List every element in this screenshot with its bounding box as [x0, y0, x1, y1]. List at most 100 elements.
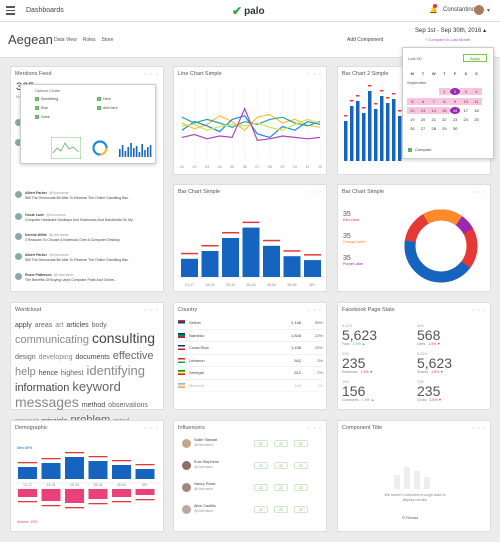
cloud-word[interactable]: messages [15, 394, 79, 410]
day-cell[interactable]: 20 [420, 117, 426, 123]
day-cell[interactable]: 8 [439, 97, 450, 105]
day-cell[interactable]: 10 [460, 97, 472, 105]
day-cell[interactable]: 25 [474, 117, 479, 123]
day-cell[interactable]: 29 [442, 126, 447, 132]
cloud-word[interactable]: art [55, 322, 64, 329]
option-else[interactable]: ✓ Else [35, 106, 48, 111]
feed-item[interactable]: Albert Parker @Username Will The Democrats… [15, 191, 155, 200]
day-cell[interactable]: 23 [452, 117, 458, 123]
cloud-word[interactable]: information [15, 382, 70, 394]
day-cell[interactable]: 1 [439, 88, 450, 96]
tab-data-view[interactable]: Data View [54, 37, 77, 43]
day-cell[interactable]: 5 [407, 97, 418, 105]
table-row[interactable]: Namibia 1,848 23% [178, 330, 323, 342]
influencer-row[interactable]: Sallie Stewart @Username 22 22 22 [178, 437, 323, 451]
cloud-word[interactable]: identifying [86, 363, 145, 378]
card-controls[interactable]: ○ ○ ○ [144, 425, 159, 430]
day-cell[interactable]: 21 [431, 117, 436, 123]
option-goes[interactable]: ✓ Goes [35, 115, 50, 120]
day-cell[interactable]: 19 [410, 117, 415, 123]
option-something[interactable]: ✓ Something [35, 97, 58, 102]
avatar [15, 191, 22, 198]
day-cell[interactable]: 17 [463, 107, 468, 113]
cloud-word[interactable]: articles [66, 322, 89, 329]
card-controls[interactable]: ○ ○ ○ [144, 71, 159, 76]
day-cell[interactable]: 3 [460, 88, 472, 96]
cloud-word[interactable]: effective [112, 350, 154, 362]
day-cell[interactable]: 24 [463, 117, 468, 123]
card-controls[interactable]: ○ ○ ○ [307, 189, 322, 194]
day-cell[interactable]: 15 [439, 106, 450, 114]
apply-button[interactable]: Apply [463, 54, 487, 62]
tab-store[interactable]: Store [101, 37, 114, 43]
cloud-word[interactable]: design [15, 354, 36, 361]
cloud-word[interactable]: method [81, 402, 106, 409]
compare-checkbox[interactable]: Compare [408, 147, 431, 152]
option-here[interactable]: ✓ Here [97, 97, 111, 102]
feed-item[interactable]: Rosie Patterson @Username The Benefits Of … [15, 273, 155, 282]
day-cell[interactable]: 11 [471, 97, 482, 105]
menu-icon[interactable] [6, 6, 15, 15]
day-cell[interactable]: 2 [449, 88, 461, 96]
cloud-word[interactable]: communicating [15, 334, 89, 346]
stat-cell: 156 156 Comments 1.5% ▲ [342, 379, 412, 402]
influencer-row[interactable]: Nancy Rowe @Username 22 22 22 [178, 481, 323, 495]
card-controls[interactable]: ○ ○ ○ [307, 71, 322, 76]
influencer-row[interactable]: Alice Castillo @Username 22 22 22 [178, 503, 323, 517]
day-cell[interactable]: 27 [420, 126, 426, 132]
cloud-word[interactable]: observations [108, 402, 148, 409]
feed-item[interactable]: Albert Parker @Username Will The Democrats… [15, 253, 155, 262]
table-row[interactable]: Serbia 2,148 55% [178, 317, 323, 330]
influencer-row[interactable]: Eula Stephens @Username 22 22 22 [178, 459, 323, 473]
cloud-word[interactable]: apply [15, 322, 32, 329]
cloud-word[interactable]: hence [38, 370, 58, 377]
bell-icon[interactable]: 🔔 [429, 4, 438, 14]
date-range-button[interactable]: Sep 1st - Sep 30th, 2016 ▴ [415, 27, 486, 34]
date-range-label: Sep 1st - Sep 30th, 2016 [415, 28, 482, 34]
day-cell[interactable]: 22 [442, 117, 447, 123]
cloud-word[interactable]: keyword [72, 379, 121, 394]
tab-roles[interactable]: Roles [82, 37, 96, 43]
country-card: Country ○ ○ ○ Serbia 2,148 55% Namibia 1,848… [173, 302, 327, 410]
cloud-word[interactable]: help [15, 366, 36, 378]
card-controls[interactable]: ○ ○ ○ [307, 425, 322, 430]
cloud-word[interactable]: developing [38, 354, 73, 361]
avatar[interactable] [474, 5, 484, 15]
day-cell[interactable]: 12 [407, 106, 418, 114]
day-cell[interactable]: 26 [410, 126, 415, 132]
day-cell[interactable]: 7 [428, 97, 440, 105]
cloud-word[interactable]: areas [34, 322, 53, 329]
add-component-button[interactable]: Add Component [347, 37, 384, 43]
feed-item[interactable]: Dennis Willis @Username 3 Reasons To Choos… [15, 233, 155, 242]
compare-hint[interactable]: + Compare to Last Month [425, 37, 471, 42]
day-cell[interactable]: 28 [431, 126, 436, 132]
day-cell[interactable]: 14 [428, 106, 440, 114]
day-cell[interactable]: 18 [474, 107, 479, 113]
nav-dashboards[interactable]: Dashboards [26, 7, 64, 14]
table-row[interactable]: Costa Rica 1,438 25% [178, 342, 323, 355]
day-cell[interactable]: 13 [417, 106, 429, 114]
table-row[interactable]: Moldova 148 1% [178, 380, 323, 392]
reload-button[interactable]: ⟳ Reload [402, 515, 418, 520]
chevron-down-icon[interactable]: ▾ [487, 8, 491, 14]
day-cell[interactable]: 16 [449, 106, 461, 114]
card-controls[interactable]: ○ ○ ○ [471, 307, 486, 312]
day-cell[interactable]: 30 [452, 126, 458, 132]
table-row[interactable]: Lebanon 542 3% [178, 355, 323, 367]
cloud-word[interactable]: body [91, 322, 107, 329]
range-preset[interactable]: Last 6D [408, 56, 422, 61]
feed-item[interactable]: Oscar Lane @Username Computer Hardware Des… [15, 213, 155, 222]
cloud-word[interactable]: consulting [91, 330, 156, 346]
card-controls[interactable]: ○ ○ ○ [307, 307, 322, 312]
day-cell[interactable]: 4 [471, 88, 482, 96]
cloud-word[interactable]: highest [60, 370, 84, 377]
day-cell[interactable]: 9 [449, 97, 461, 105]
user-name[interactable]: Constantinos [443, 7, 479, 13]
cloud-word[interactable]: documents [75, 354, 110, 361]
option-and-here[interactable]: ✓ And here [97, 106, 118, 111]
card-controls[interactable]: ○ ○ ○ [471, 425, 486, 430]
day-cell[interactable]: 6 [417, 97, 429, 105]
table-row[interactable]: Senegal 512 2% [178, 367, 323, 380]
card-controls[interactable]: ○ ○ ○ [144, 307, 159, 312]
card-controls[interactable]: ○ ○ ○ [471, 189, 486, 194]
